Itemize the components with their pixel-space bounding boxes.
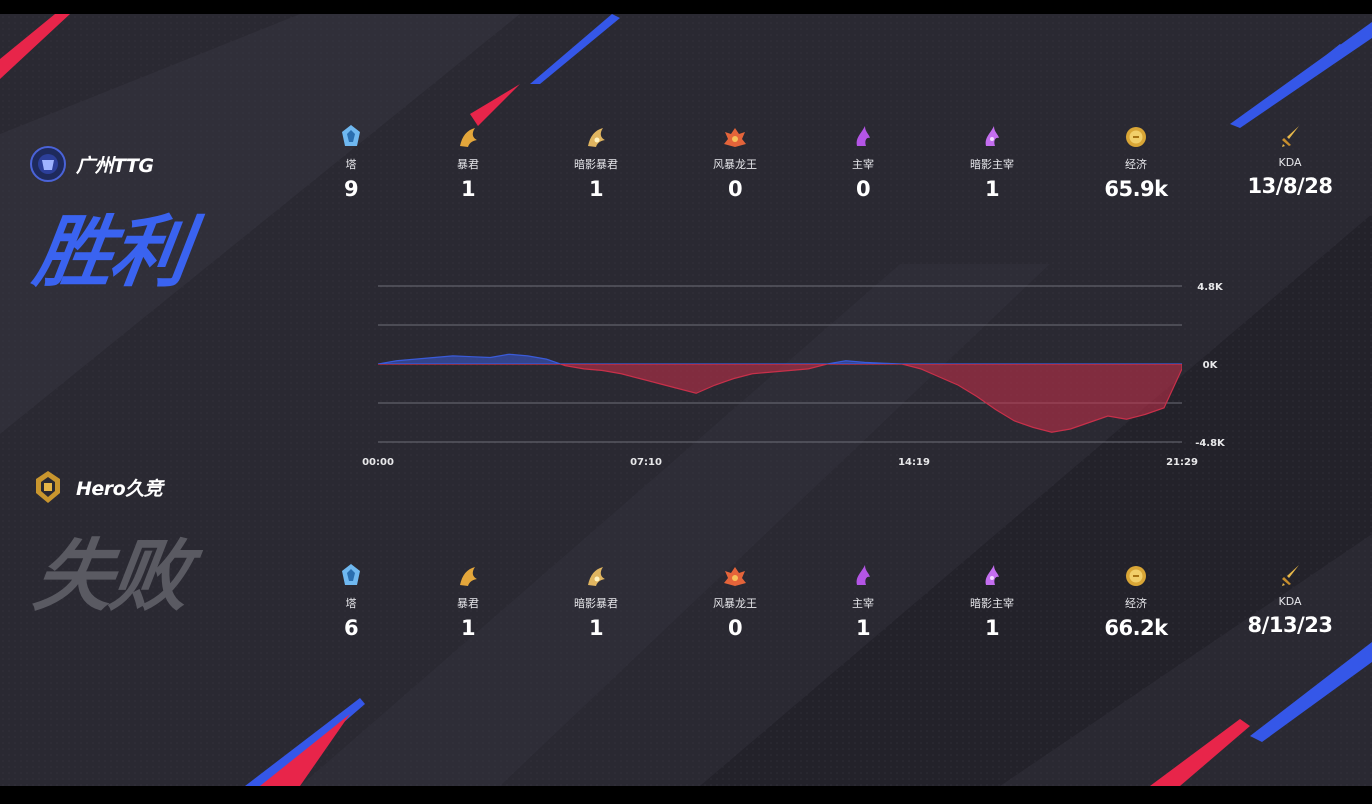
x-tick-label: 07:10 xyxy=(630,457,662,468)
stat-kda: KDA 8/13/23 xyxy=(1230,565,1350,637)
stat-shadow-tyrant: 暗影暴君 1 xyxy=(536,126,656,201)
stat-storm-dragon: 风暴龙王 0 xyxy=(675,565,795,640)
stat-tyrant: 暴君 1 xyxy=(408,126,528,201)
shadow-tyrant-icon xyxy=(585,565,607,591)
gold-icon xyxy=(1125,126,1147,152)
overlord-icon xyxy=(853,124,873,152)
lead-area-ttg xyxy=(378,353,1182,364)
tyrant-icon xyxy=(457,126,479,152)
stat-tyrant: 暴君 1 xyxy=(408,565,528,640)
kda-sword-icon xyxy=(1279,563,1301,591)
stat-gold: 经济 66.2k xyxy=(1076,565,1196,640)
stat-shadow-overlord: 暗影主宰 1 xyxy=(932,126,1052,201)
stat-overlord: 主宰 0 xyxy=(803,126,923,201)
chart-area xyxy=(378,353,1182,433)
shadow-tyrant-icon xyxy=(585,126,607,152)
shadow-overlord-icon xyxy=(982,563,1002,591)
y-tick-label: 4.8K xyxy=(1197,282,1224,293)
team-name: Hero久竞 xyxy=(76,477,163,500)
tower-icon xyxy=(340,124,362,152)
stat-overlord: 主宰 1 xyxy=(803,565,923,640)
gold-diff-chart: 00:00 07:10 14:19 21:29 4.8K 0K -4.8K xyxy=(362,282,1226,468)
kda-sword-icon xyxy=(1279,124,1301,152)
storm-dragon-icon xyxy=(723,126,747,152)
storm-dragon-icon xyxy=(723,565,747,591)
hero-logo xyxy=(36,471,60,503)
tower-icon xyxy=(340,563,362,591)
stat-shadow-overlord: 暗影主宰 1 xyxy=(932,565,1052,640)
lead-area-hero xyxy=(378,364,1182,433)
y-tick-label: 0K xyxy=(1203,360,1219,371)
stat-shadow-tyrant: 暗影暴君 1 xyxy=(536,565,656,640)
chart-ticks: 00:00 07:10 14:19 21:29 4.8K 0K -4.8K xyxy=(362,282,1226,468)
team-header-ttg: 广州TTG xyxy=(30,146,154,182)
y-tick-label: -4.8K xyxy=(1195,438,1226,449)
x-tick-label: 14:19 xyxy=(898,457,930,468)
x-tick-label: 00:00 xyxy=(362,457,394,468)
stat-kda: KDA 13/8/28 xyxy=(1230,126,1350,198)
stat-storm-dragon: 风暴龙王 0 xyxy=(675,126,795,201)
x-tick-label: 21:29 xyxy=(1166,457,1198,468)
shadow-overlord-icon xyxy=(982,124,1002,152)
gold-icon xyxy=(1125,565,1147,591)
overlord-icon xyxy=(853,563,873,591)
team-header-hero: Hero久竞 xyxy=(30,469,163,505)
stat-gold: 经济 65.9k xyxy=(1076,126,1196,201)
ttg-logo xyxy=(30,146,66,182)
team-name: 广州TTG xyxy=(76,154,154,177)
tyrant-icon xyxy=(457,565,479,591)
